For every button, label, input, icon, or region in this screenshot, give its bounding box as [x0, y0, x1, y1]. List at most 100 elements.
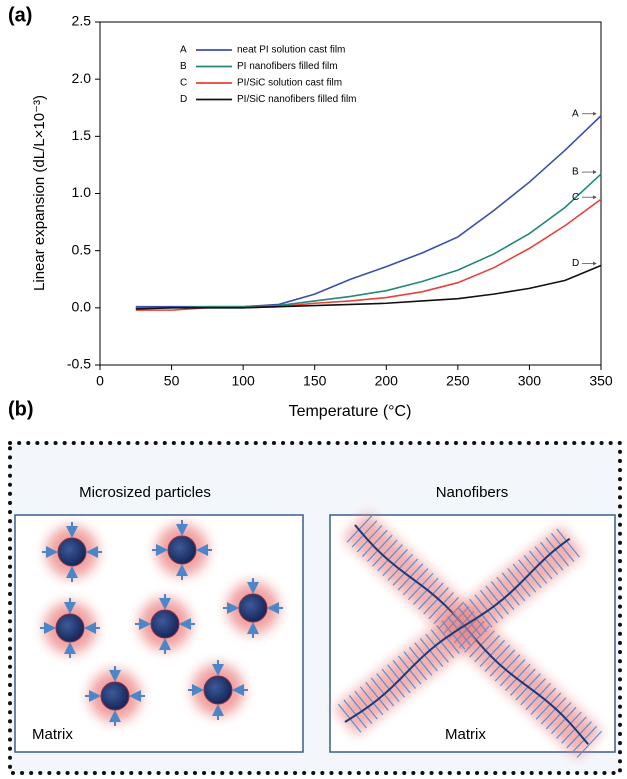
- fiber-branch: [530, 687, 557, 715]
- legend-label: neat PI solution cast film: [237, 45, 345, 56]
- fiber-branch: [496, 576, 520, 606]
- fiber-branch: [561, 716, 587, 744]
- fiber-branch: [505, 663, 531, 691]
- curve-label: C: [572, 192, 579, 203]
- fiber-branch: [441, 620, 466, 650]
- fiber-branch: [361, 529, 388, 558]
- fiber-branch: [485, 585, 509, 615]
- diagram-art: [40, 511, 603, 759]
- fiber-branch: [382, 549, 408, 577]
- legend-letter: A: [180, 45, 187, 56]
- fiber-branch: [387, 553, 414, 581]
- y-tick-label: 1.5: [72, 127, 92, 143]
- series-line: [135, 264, 602, 310]
- fiber-branch: [407, 572, 434, 601]
- fiber-branch: [490, 581, 515, 611]
- y-tick-label: 2.0: [72, 70, 92, 86]
- curve-label: B: [572, 167, 579, 178]
- diagram-title: Nanofibers: [436, 484, 509, 501]
- fiber-branch: [525, 682, 551, 711]
- fiber-branch: [428, 592, 454, 620]
- fiber-branch: [354, 690, 378, 720]
- legend-label: PI/SiC solution cast film: [237, 78, 342, 89]
- fiber-branch: [370, 677, 395, 707]
- fiber-branch: [425, 633, 449, 663]
- fiber-branch: [529, 550, 553, 580]
- legend-letter: C: [180, 78, 187, 89]
- legend-label: PI nanofibers filled film: [237, 61, 338, 72]
- fiber-branch: [576, 730, 603, 758]
- fiber-branch: [469, 630, 495, 658]
- series-line: [135, 115, 602, 308]
- fiber-branch: [436, 625, 460, 654]
- particle: [167, 535, 197, 565]
- y-tick-label: -0.5: [67, 356, 91, 372]
- y-tick-label: 1.0: [72, 184, 92, 200]
- x-tick-label: 200: [375, 373, 399, 389]
- fiber-branch: [463, 603, 488, 632]
- matrix-label: Matrix: [445, 726, 486, 743]
- particle: [55, 613, 85, 643]
- fiber-branch: [367, 534, 393, 562]
- particle: [100, 681, 130, 711]
- fiber-branch: [479, 589, 504, 619]
- x-tick-label: 250: [446, 373, 470, 389]
- fiber-branch: [551, 706, 577, 735]
- x-tick-label: 0: [96, 373, 104, 389]
- fiber-branch: [499, 659, 526, 687]
- matrix-label: Matrix: [32, 726, 73, 743]
- fiber-branch: [556, 528, 580, 558]
- fiber-branch: [550, 533, 575, 562]
- x-tick-label: 150: [303, 373, 327, 389]
- fiber-branch: [534, 546, 559, 576]
- fiber-branch: [556, 711, 582, 739]
- series-line: [135, 173, 602, 309]
- fiber-branch: [356, 525, 383, 553]
- fiber-branch: [343, 699, 367, 729]
- particle: [57, 537, 87, 567]
- particle: [203, 675, 233, 705]
- legend-letter: D: [180, 94, 187, 105]
- x-axis-label: Temperature (°C): [289, 403, 412, 420]
- fiber-branch: [413, 577, 439, 605]
- fiber-branch: [372, 539, 398, 567]
- fiber-branch: [507, 568, 531, 597]
- diagram-title: Microsized particles: [79, 484, 211, 501]
- fiber-branch: [430, 629, 455, 659]
- fiber-branch: [535, 692, 562, 720]
- legend-label: PI/SiC nanofibers filled film: [237, 94, 357, 105]
- panel-label: (b): [8, 398, 34, 420]
- fiber-branch: [494, 654, 521, 682]
- curve-label: D: [572, 258, 579, 269]
- x-tick-label: 300: [518, 373, 542, 389]
- fiber-branch: [376, 673, 400, 703]
- y-tick-label: 0.5: [72, 241, 92, 257]
- particle: [150, 609, 180, 639]
- fiber-branch: [418, 582, 444, 610]
- fiber-branch: [545, 537, 569, 567]
- fiber-branch: [423, 587, 449, 615]
- fiber-branch: [387, 664, 411, 694]
- curve-label: A: [572, 108, 579, 119]
- x-tick-label: 100: [231, 373, 255, 389]
- fiber-branch: [408, 646, 433, 676]
- fiber-branch: [540, 541, 564, 571]
- fiber-branch: [403, 651, 427, 681]
- fiber-branch: [419, 638, 444, 667]
- legend-letter: B: [180, 61, 187, 72]
- fiber-branch: [377, 544, 403, 572]
- particle: [238, 593, 268, 623]
- x-tick-label: 350: [589, 373, 613, 389]
- fiber-branch: [484, 644, 511, 672]
- fiber-branch: [501, 572, 526, 602]
- fiber-core: [344, 537, 571, 723]
- fiber-branch: [479, 639, 505, 668]
- y-axis-label: Linear expansion (dL/L×10⁻³): [31, 95, 48, 291]
- y-tick-label: 2.5: [72, 13, 92, 29]
- fiber-branch: [540, 697, 567, 725]
- panel-label: (a): [8, 4, 32, 26]
- y-tick-label: 0.0: [72, 299, 92, 315]
- fiber-branch: [381, 668, 406, 698]
